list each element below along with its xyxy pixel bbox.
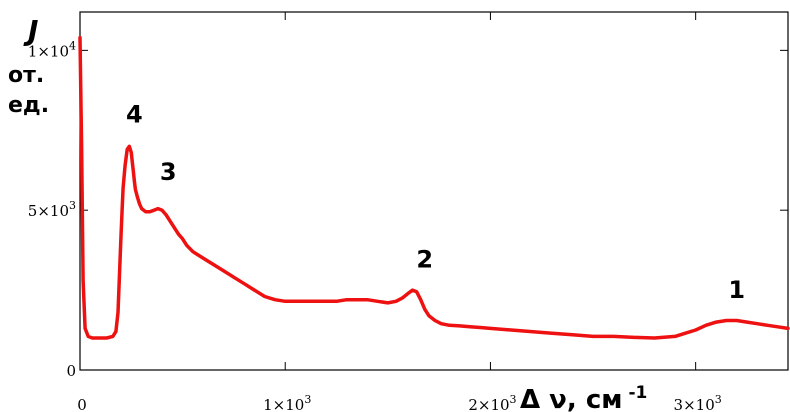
y-axis-symbol: J [23, 14, 38, 47]
x-tick-exponent: 3 [510, 393, 517, 406]
peak-label: 2 [416, 246, 433, 274]
x-axis-label-exponent: -1 [628, 383, 647, 403]
y-tick-mantissa: 5×10 [28, 202, 69, 220]
y-tick-mantissa: 0 [66, 362, 76, 380]
x-tick-label: 2×103 [468, 393, 516, 412]
annotation-layer: 4 3 2 1 Jот. ед. Δ ν, см -1 [8, 14, 745, 412]
peak-label: 1 [728, 276, 745, 304]
axes [79, 11, 789, 371]
y-tick-exponent: 4 [69, 39, 76, 52]
x-tick-mantissa: 1×10 [263, 396, 304, 412]
y-tick-label: 5×103 [28, 199, 76, 220]
x-tick-label: 0 [77, 396, 87, 412]
x-tick-mantissa: 0 [77, 396, 87, 412]
x-tick-label: 3×103 [674, 393, 722, 412]
series-line [78, 35, 790, 340]
peak-label: 3 [160, 158, 177, 186]
x-tick-exponent: 3 [715, 393, 722, 406]
x-axis-label-text: Δ ν, см [520, 385, 622, 412]
y-tick-mantissa: 1×10 [28, 42, 69, 60]
y-tick-label: 1×104 [28, 39, 76, 60]
x-tick-label: 1×103 [263, 393, 311, 412]
x-tick-mantissa: 3×10 [674, 396, 715, 412]
x-tick-mantissa: 2×10 [468, 396, 509, 412]
y-tick-label: 0 [66, 362, 76, 380]
peak-label: 4 [126, 100, 143, 128]
x-tick-exponent: 3 [304, 393, 311, 406]
x-axis-label: Δ ν, см -1 [520, 383, 647, 412]
y-axis-unit-line: от. [8, 63, 44, 88]
plot-frame [79, 11, 789, 371]
series-layer [78, 35, 790, 340]
y-tick-exponent: 3 [69, 199, 76, 212]
y-axis-unit-line: ед. [8, 93, 49, 118]
